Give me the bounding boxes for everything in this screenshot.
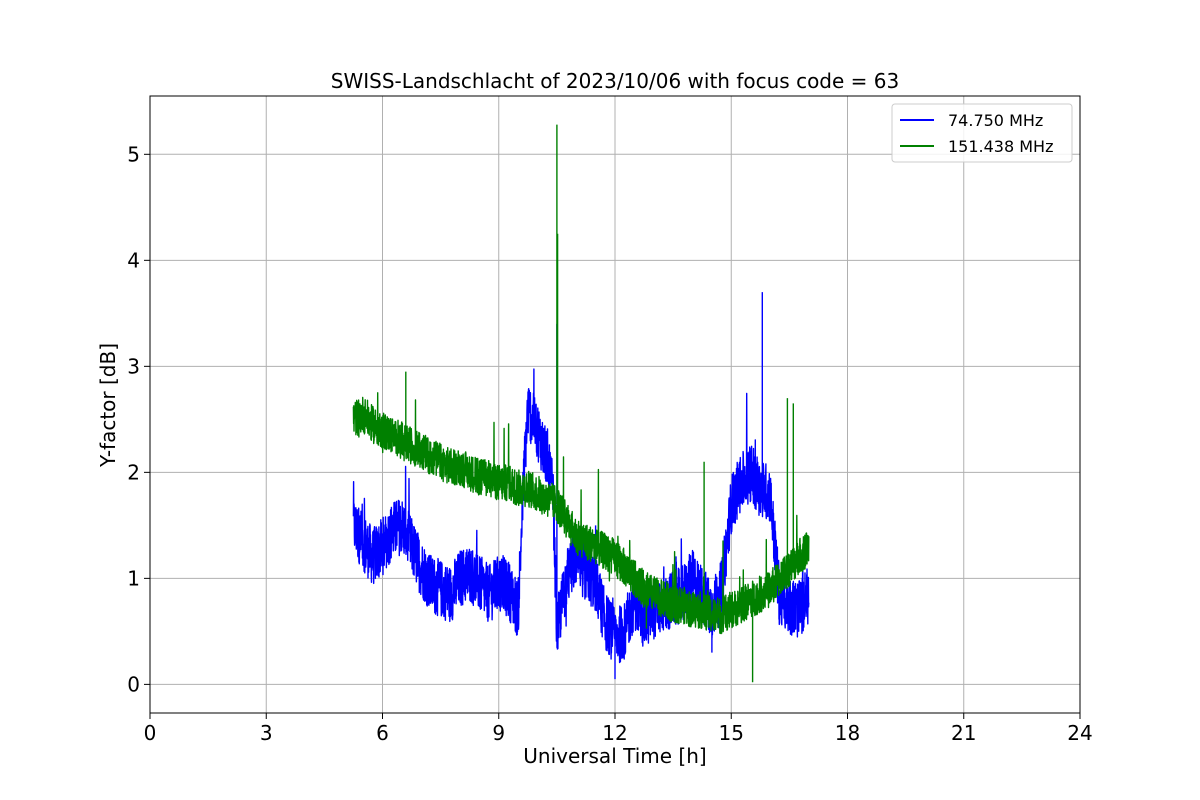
legend-label-1: 151.438 MHz	[948, 137, 1053, 156]
y-tick-label: 4	[127, 248, 140, 272]
y-tick-label: 2	[127, 460, 140, 484]
legend: 74.750 MHz 151.438 MHz	[891, 103, 1073, 163]
x-tick-label: 21	[951, 721, 976, 745]
x-tick-label: 18	[835, 721, 860, 745]
x-tick-label: 3	[260, 721, 273, 745]
x-axis: 0 3 6 9 12 15 18 21 24	[144, 713, 1093, 745]
chart-title: SWISS-Landschlacht of 2023/10/06 with fo…	[331, 69, 899, 93]
x-axis-label: Universal Time [h]	[523, 744, 706, 768]
y-axis: 0 1 2 3 4 5	[127, 142, 150, 696]
x-tick-label: 6	[376, 721, 389, 745]
x-tick-label: 24	[1067, 721, 1092, 745]
y-tick-label: 1	[127, 566, 140, 590]
series-line-1	[352, 124, 810, 683]
y-tick-label: 3	[127, 354, 140, 378]
legend-label-0: 74.750 MHz	[948, 111, 1043, 130]
y-axis-label: Y-factor [dB]	[96, 343, 120, 468]
series-layer	[352, 124, 810, 683]
x-tick-label: 12	[602, 721, 627, 745]
legend-box	[891, 103, 1073, 163]
x-tick-label: 0	[144, 721, 157, 745]
x-tick-label: 15	[719, 721, 744, 745]
y-tick-label: 5	[127, 142, 140, 166]
x-tick-label: 9	[492, 721, 505, 745]
y-tick-label: 0	[127, 672, 140, 696]
